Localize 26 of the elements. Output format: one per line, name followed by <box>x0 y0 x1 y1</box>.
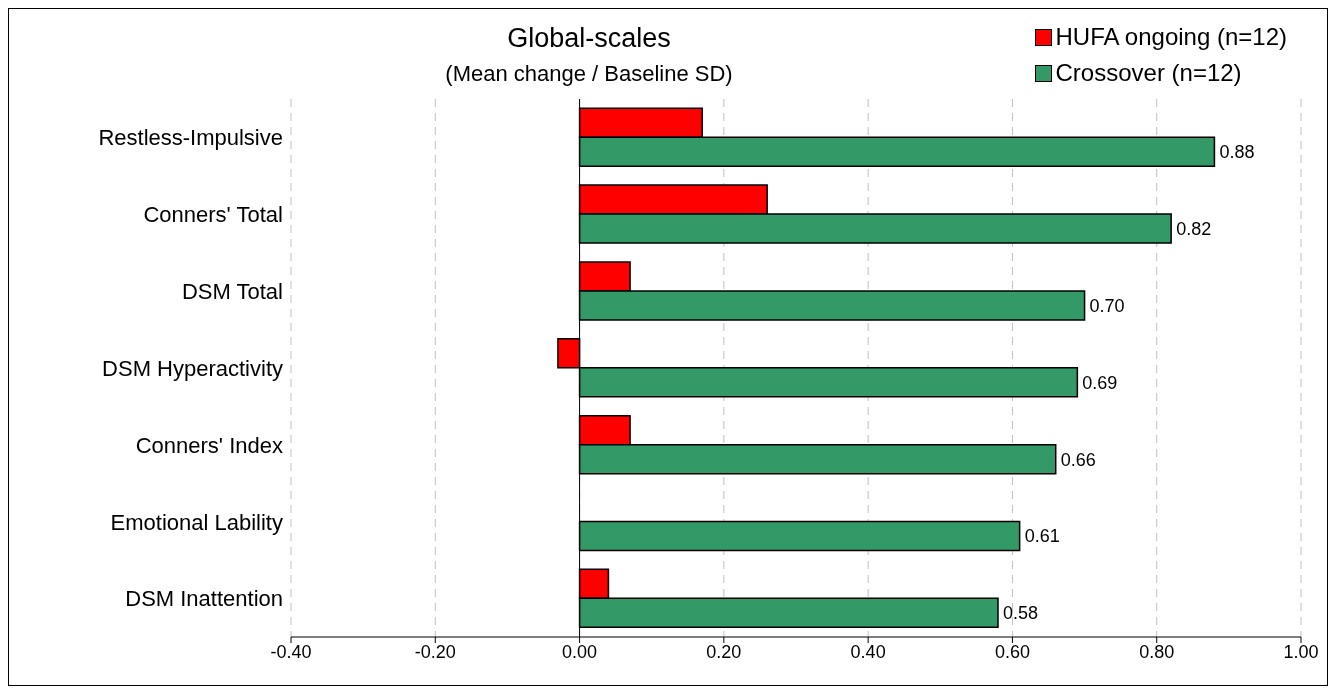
y-tick-label: Restless-Impulsive <box>98 125 283 151</box>
x-tick-label: 0.00 <box>562 641 598 662</box>
x-tick-label: 1.00 <box>1283 641 1319 662</box>
legend-label: Crossover (n=12) <box>1055 59 1242 87</box>
data-label: 0.69 <box>1082 372 1118 393</box>
x-tick-label: -0.20 <box>414 641 456 662</box>
data-label: 0.58 <box>1003 603 1039 624</box>
chart-title: Global-scales <box>506 23 672 54</box>
y-tick-label: Emotional Lability <box>110 509 283 535</box>
chart-subtitle: (Mean change / Baseline SD) <box>444 61 734 87</box>
legend-label: HUFA ongoing (n=12) <box>1055 23 1287 51</box>
y-tick-label: DSM Inattention <box>125 586 283 612</box>
x-tick-label: 0.40 <box>850 641 886 662</box>
y-tick-label: Conners' Index <box>135 432 283 458</box>
x-tick-label: 0.80 <box>1139 641 1175 662</box>
y-tick-label: DSM Total <box>181 278 283 304</box>
data-label: 0.70 <box>1089 295 1125 316</box>
x-tick-label: 0.60 <box>994 641 1030 662</box>
data-label: 0.88 <box>1219 142 1255 163</box>
x-tick-label: 0.20 <box>706 641 742 662</box>
data-label: 0.66 <box>1060 449 1096 470</box>
data-label: 0.82 <box>1176 218 1212 239</box>
y-tick-label: DSM Hyperactivity <box>102 355 283 381</box>
x-tick-label: -0.40 <box>270 641 312 662</box>
data-label: 0.61 <box>1024 526 1060 547</box>
y-tick-label: Conners' Total <box>143 202 283 228</box>
